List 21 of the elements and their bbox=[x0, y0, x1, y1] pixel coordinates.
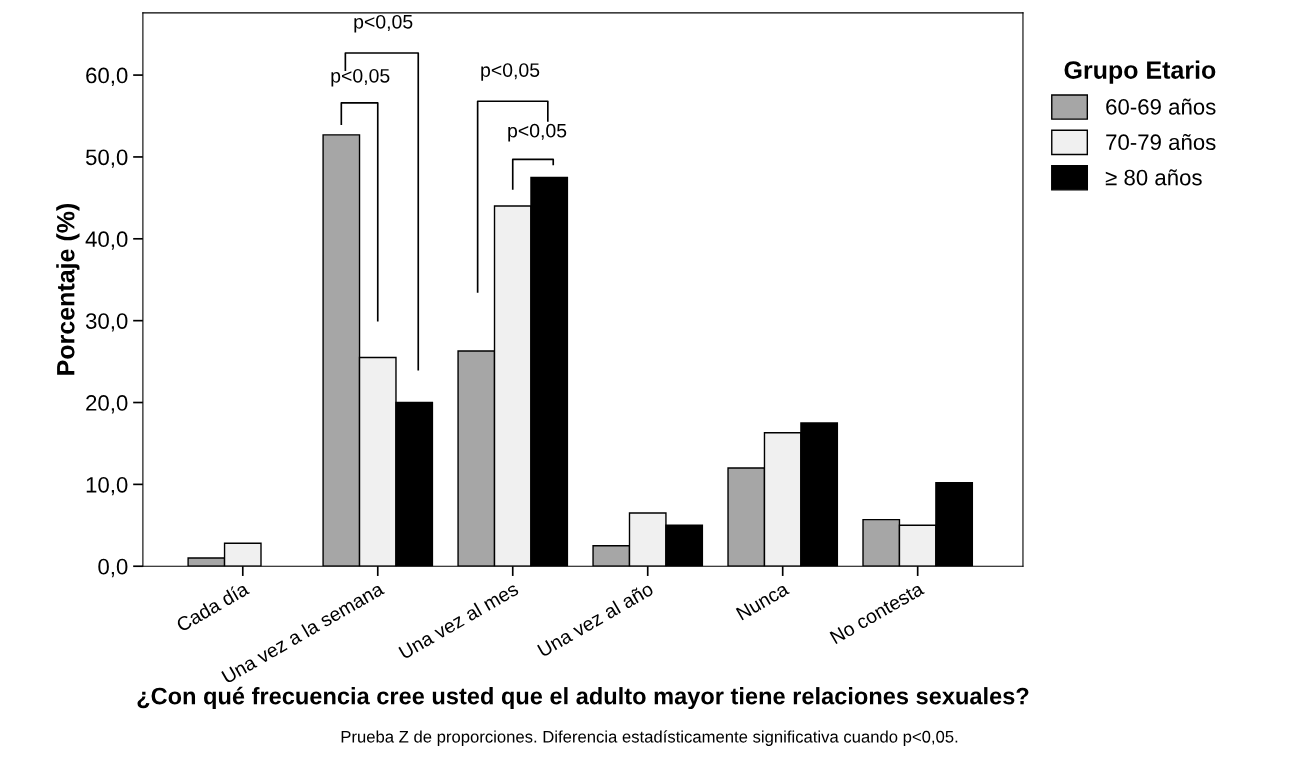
x-axis-title: ¿Con qué frecuencia cree usted que el adulto mayor tiene relaciones sexuales? bbox=[137, 686, 1029, 710]
annotation: p<0,05 bbox=[508, 123, 567, 142]
y-tick-label: 30,0 bbox=[85, 313, 128, 332]
legend-title: Grupo Etario bbox=[1064, 60, 1216, 84]
y-tick-label: 0,0 bbox=[98, 558, 128, 578]
x-tick-label: Una vez al mes bbox=[397, 581, 520, 660]
legend-label: ≥ 80 años bbox=[1105, 169, 1202, 186]
y-tick-label: 50,0 bbox=[85, 149, 128, 168]
annotation: p<0,05 bbox=[354, 14, 413, 33]
y-tick-label: 40,0 bbox=[85, 231, 128, 250]
x-tick-label: Cada día bbox=[175, 580, 250, 633]
y-axis-title: Porcentaje (%) bbox=[56, 203, 80, 375]
legend-label: 60-69 años bbox=[1106, 98, 1216, 115]
legend-label: 70-79 años bbox=[1106, 133, 1216, 151]
x-tick-label: Una vez al año bbox=[536, 581, 655, 658]
y-tick-label: 60,0 bbox=[86, 67, 128, 86]
annotation: p<0,05 bbox=[481, 63, 540, 81]
text: Prueba Z de proporciones. Diferencia estadísticamente significativa cuando p<0,05. bbox=[341, 730, 958, 746]
annotation: p<0,05 bbox=[331, 68, 390, 87]
y-tick-label: 20,0 bbox=[86, 395, 128, 414]
y-tick-label: 10,0 bbox=[86, 476, 128, 496]
